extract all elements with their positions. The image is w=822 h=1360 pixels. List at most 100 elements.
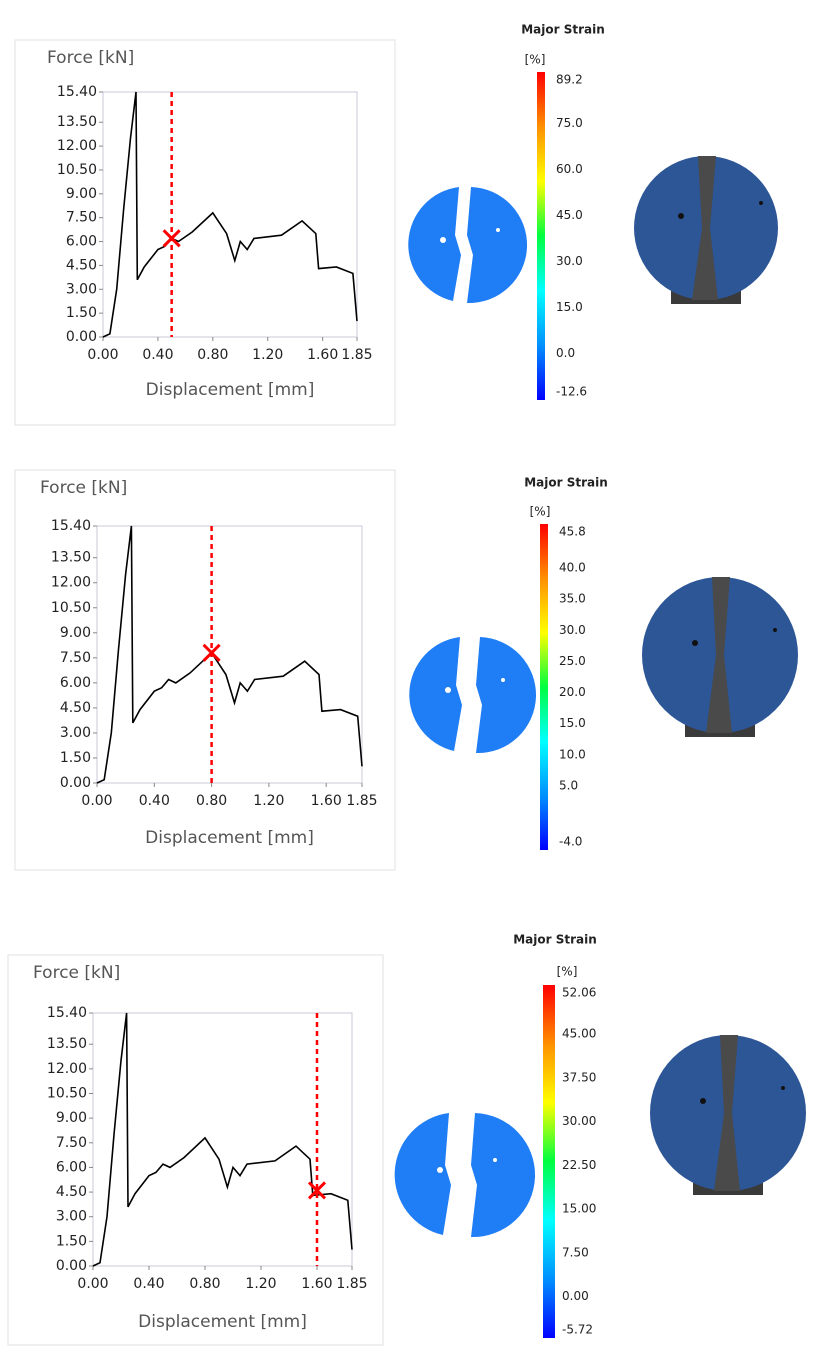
- y-tick-label: 1.50: [56, 1233, 87, 1249]
- plot-frame: [96, 525, 363, 784]
- colorbar-unit: [%]: [530, 505, 551, 519]
- colorbar-tick-label: 30.0: [556, 254, 583, 268]
- photo-crack: [692, 156, 718, 300]
- strain-spot: [496, 228, 500, 232]
- plot-frame: [92, 1012, 353, 1267]
- x-tick-label: 1.20: [253, 793, 284, 809]
- y-tick-label: 6.00: [66, 234, 97, 250]
- colorbar-tick-label: 30.00: [562, 1114, 596, 1128]
- colorbar-tick-label: 45.8: [559, 525, 586, 539]
- y-tick-label: 0.00: [56, 1258, 87, 1274]
- x-tick-label: 1.85: [336, 1276, 367, 1292]
- y-tick-label: 9.00: [60, 625, 91, 641]
- strain-spot: [440, 237, 446, 243]
- colorbar-title: Major Strain: [513, 933, 597, 947]
- y-tick-label: 4.50: [56, 1184, 87, 1200]
- y-tick-label: 15.40: [47, 1005, 87, 1021]
- colorbar: [537, 72, 545, 400]
- y-tick-label: 9.00: [56, 1110, 87, 1126]
- colorbar-tick-label: 15.0: [559, 716, 586, 730]
- colorbar-tick-label: 52.06: [562, 986, 596, 1000]
- photo-dot: [773, 628, 777, 632]
- y-tick-label: 9.00: [66, 186, 97, 202]
- position-marker: [162, 229, 181, 248]
- strain-spot: [501, 678, 505, 682]
- y-tick-label: 12.00: [51, 575, 91, 591]
- colorbar-title: Major Strain: [524, 476, 608, 490]
- strain-map-right: [471, 1113, 536, 1238]
- y-tick-label: 12.00: [47, 1061, 87, 1077]
- y-tick-label: 4.50: [60, 700, 91, 716]
- panel-frame: [7, 954, 384, 1346]
- y-tick-label: 6.00: [60, 675, 91, 691]
- colorbar-tick-label: 20.0: [559, 685, 586, 699]
- y-tick-label: 3.00: [60, 725, 91, 741]
- colorbar-tick-label: 0.00: [562, 1289, 589, 1303]
- y-tick-label: 10.50: [51, 600, 91, 616]
- y-tick-label: 15.40: [51, 518, 91, 534]
- colorbar-tick-label: 10.0: [559, 747, 586, 761]
- x-tick-label: 0.40: [142, 347, 173, 363]
- y-tick-label: 13.50: [57, 114, 97, 130]
- strain-spot: [437, 1167, 443, 1173]
- strain-map-right: [476, 637, 537, 754]
- colorbar-tick-label: 60.0: [556, 162, 583, 176]
- colorbar-tick-label: -5.72: [562, 1323, 593, 1337]
- x-axis-title: Displacement [mm]: [138, 1312, 307, 1332]
- y-axis-title: Force [kN]: [47, 48, 134, 68]
- colorbar-tick-label: 89.2: [556, 73, 583, 87]
- force-curve: [96, 525, 363, 784]
- y-tick-label: 12.00: [57, 138, 97, 154]
- photo-crack: [706, 577, 732, 733]
- x-tick-label: 1.20: [252, 347, 283, 363]
- x-axis-title: Displacement [mm]: [145, 828, 314, 848]
- colorbar-tick-label: 7.50: [562, 1245, 589, 1259]
- colorbar-tick-label: -4.0: [559, 835, 582, 849]
- colorbar-tick-label: 15.00: [562, 1202, 596, 1216]
- y-tick-label: 7.50: [66, 210, 97, 226]
- strain-map-right: [467, 187, 528, 304]
- y-tick-label: 7.50: [56, 1135, 87, 1151]
- strain-map-left: [408, 187, 461, 301]
- x-tick-label: 0.80: [196, 793, 227, 809]
- strain-map-left: [394, 1113, 451, 1235]
- colorbar: [543, 985, 555, 1338]
- x-tick-label: 0.00: [87, 347, 118, 363]
- photo-dot: [678, 213, 684, 219]
- colorbar-tick-label: 35.0: [559, 592, 586, 606]
- y-tick-label: 0.00: [66, 329, 97, 345]
- y-tick-label: 4.50: [66, 257, 97, 273]
- x-tick-label: 0.00: [81, 793, 112, 809]
- force-curve: [102, 91, 358, 338]
- position-marker: [307, 1181, 327, 1200]
- colorbar-tick-label: 30.0: [559, 623, 586, 637]
- strain-spot: [493, 1158, 497, 1162]
- y-tick-label: 10.50: [57, 162, 97, 178]
- photo-dot: [781, 1086, 785, 1090]
- y-tick-label: 1.50: [66, 305, 97, 321]
- y-tick-label: 10.50: [47, 1086, 87, 1102]
- colorbar-tick-label: 75.0: [556, 116, 583, 130]
- y-tick-label: 1.50: [60, 750, 91, 766]
- colorbar-tick-label: 40.0: [559, 561, 586, 575]
- colorbar-tick-label: 45.00: [562, 1027, 596, 1041]
- strain-map-left: [409, 637, 462, 751]
- photo-dot: [692, 640, 698, 646]
- x-tick-label: 1.60: [301, 1276, 332, 1292]
- x-tick-label: 0.00: [77, 1276, 108, 1292]
- photo-crack: [714, 1035, 740, 1191]
- colorbar-unit: [%]: [525, 53, 546, 67]
- panel-frame: [14, 469, 396, 871]
- photo-dot: [700, 1098, 706, 1104]
- x-tick-label: 1.60: [307, 347, 338, 363]
- force-curve: [92, 1012, 353, 1267]
- colorbar-tick-label: -12.6: [556, 385, 587, 399]
- colorbar-title: Major Strain: [521, 23, 605, 37]
- x-tick-label: 1.20: [245, 1276, 276, 1292]
- x-tick-label: 0.40: [133, 1276, 164, 1292]
- colorbar-tick-label: 45.0: [556, 208, 583, 222]
- colorbar-tick-label: 0.0: [556, 346, 575, 360]
- y-tick-label: 15.40: [57, 84, 97, 100]
